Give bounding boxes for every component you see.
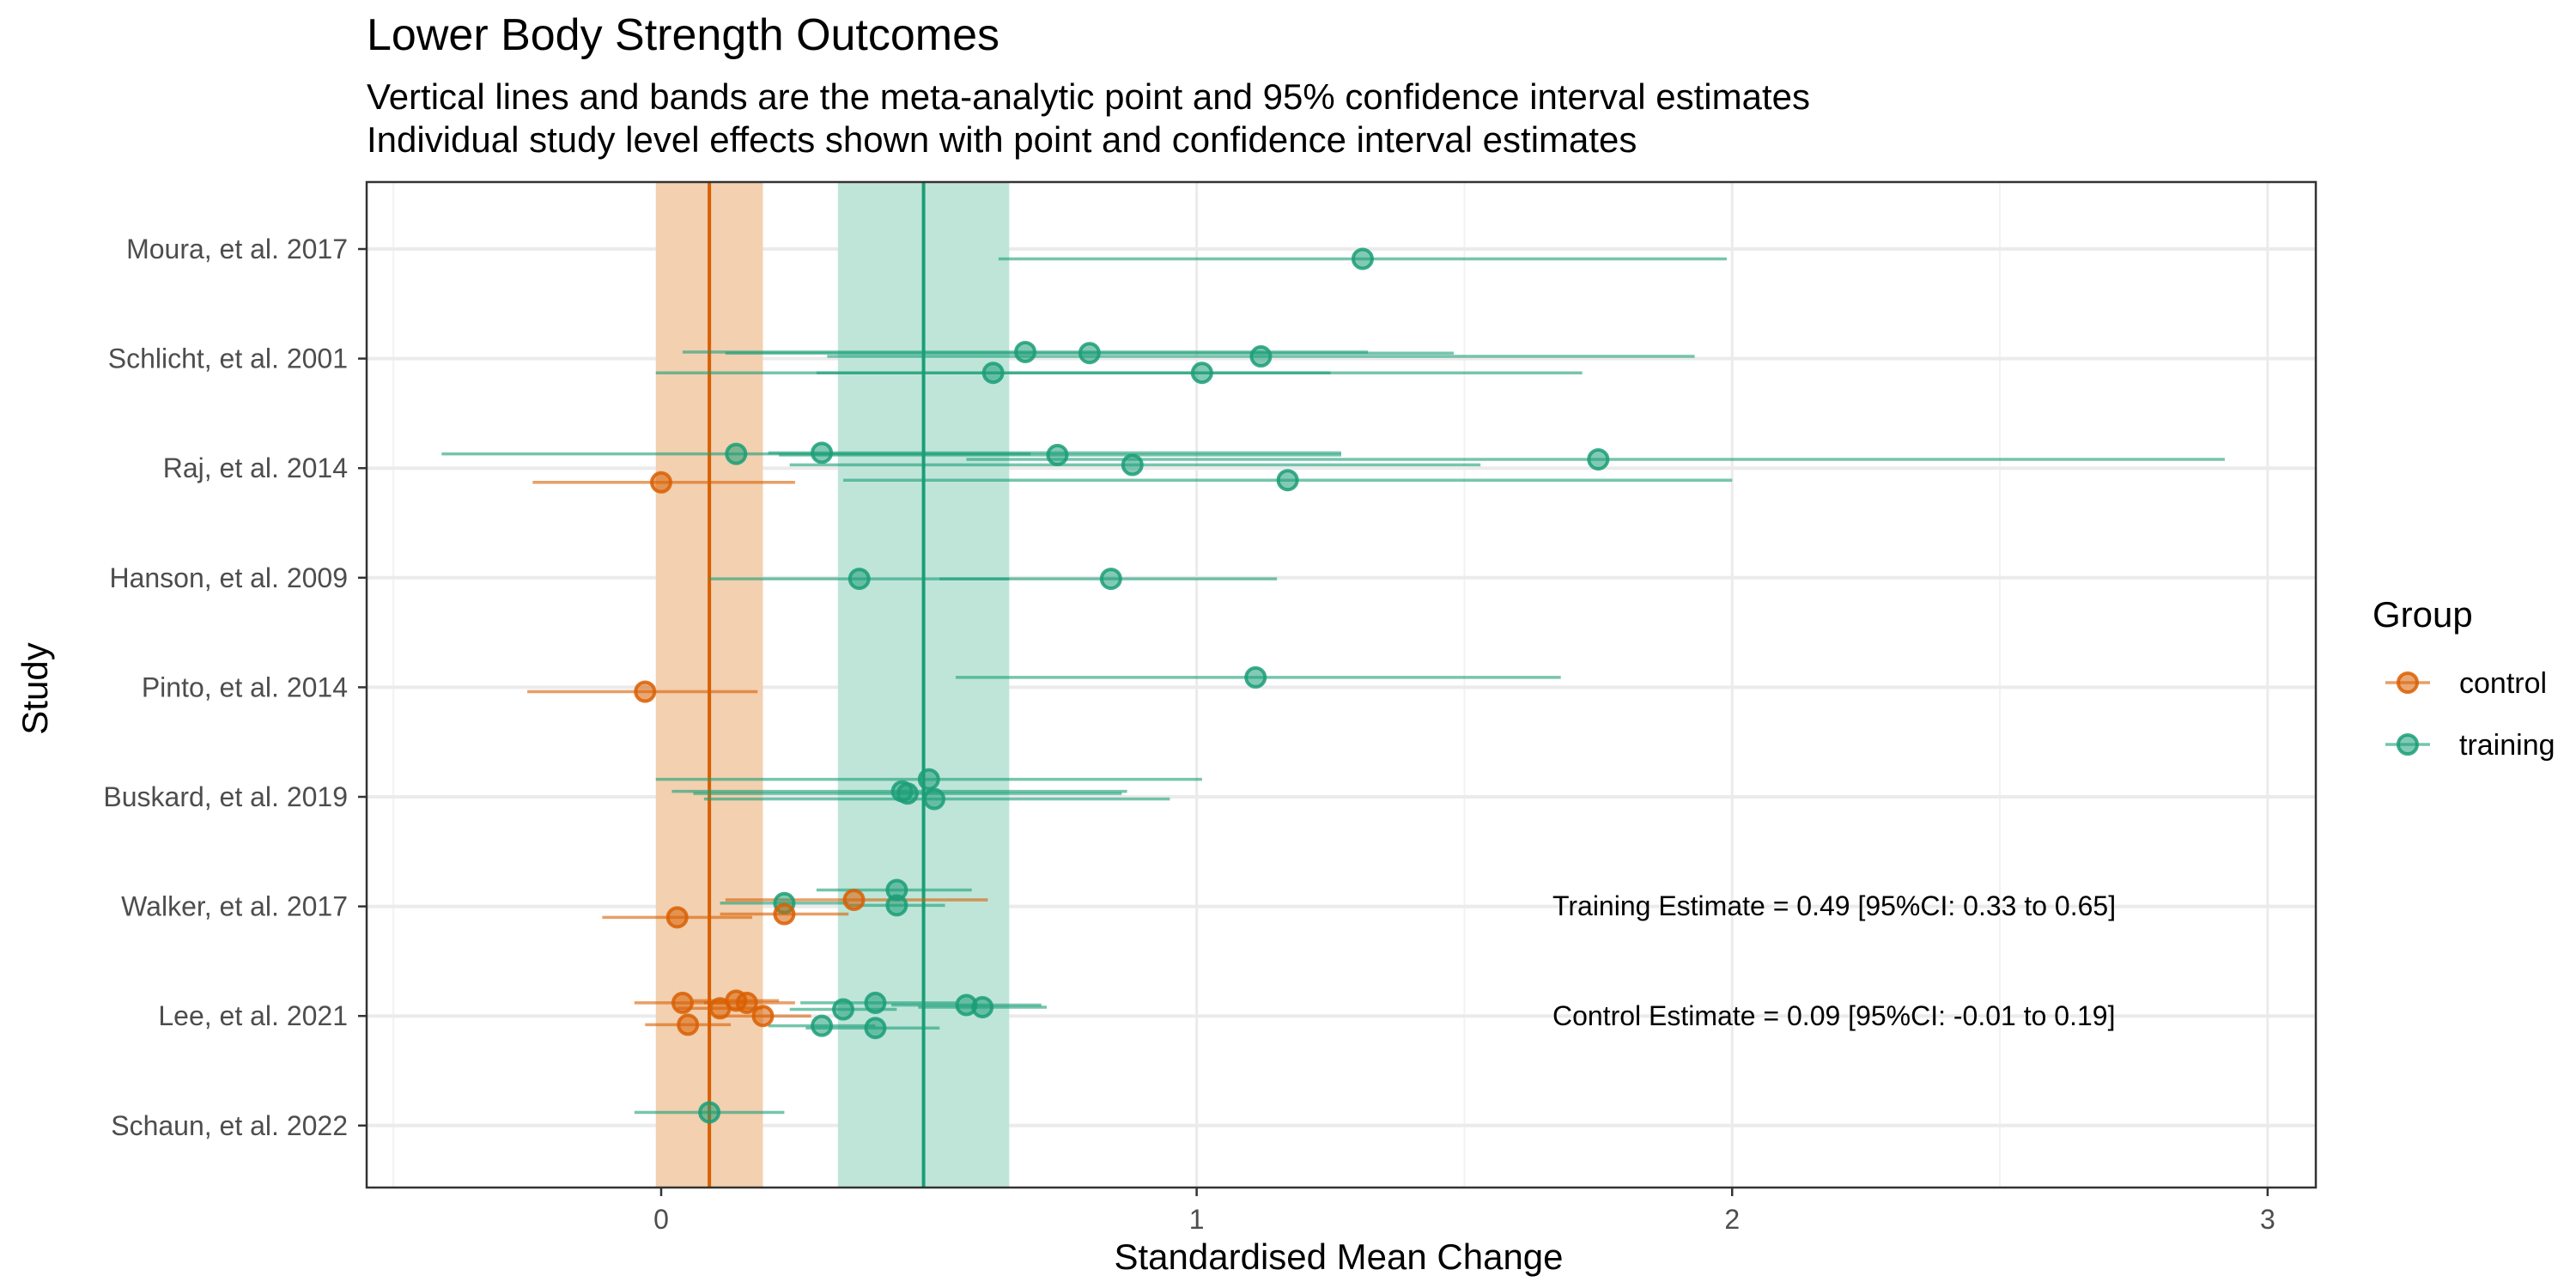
effect-point-control bbox=[708, 997, 732, 1020]
effect-point-control bbox=[634, 680, 657, 703]
legend-label-training: training bbox=[2459, 729, 2555, 762]
legend: Group control training bbox=[2372, 594, 2555, 762]
effect-point-training bbox=[811, 1014, 834, 1037]
chart-subtitle-line-2: Individual study level effects shown wit… bbox=[367, 119, 1637, 160]
y-tick-label: Buskard, et al. 2019 bbox=[103, 781, 348, 812]
effect-point-training bbox=[832, 998, 855, 1021]
effect-point-training bbox=[1046, 443, 1069, 466]
effect-point-training bbox=[1078, 342, 1101, 365]
y-tick-label: Hanson, et al. 2009 bbox=[109, 562, 348, 593]
effect-point-control bbox=[773, 902, 796, 926]
y-tick-label: Walker, et al. 2017 bbox=[121, 891, 348, 922]
effect-point-training bbox=[971, 995, 994, 1018]
annotation-training-estimate: Training Estimate = 0.49 [95%CI: 0.33 to… bbox=[1552, 890, 2116, 921]
plot-panel-border bbox=[365, 180, 2318, 1189]
effect-point-training bbox=[864, 991, 887, 1014]
effect-point-training bbox=[698, 1101, 721, 1124]
y-tick-label: Lee, et al. 2021 bbox=[158, 1000, 348, 1031]
effect-point-control bbox=[665, 906, 689, 929]
y-tick-label: Pinto, et al. 2014 bbox=[142, 671, 348, 702]
chart-title: Lower Body Strength Outcomes bbox=[367, 10, 999, 60]
effect-point-control bbox=[671, 991, 694, 1014]
y-axis-label: Study bbox=[15, 642, 55, 734]
effect-point-training bbox=[1099, 568, 1122, 591]
y-tick-label: Schlicht, et al. 2001 bbox=[108, 343, 348, 374]
x-tick-label: 0 bbox=[653, 1204, 669, 1235]
y-tick-label: Schaun, et al. 2022 bbox=[111, 1110, 348, 1141]
y-tick-label: Raj, et al. 2014 bbox=[163, 453, 348, 483]
effect-point-training bbox=[1190, 361, 1213, 385]
effect-point-training bbox=[1249, 345, 1273, 368]
effect-point-training bbox=[1121, 453, 1144, 477]
effect-point-training bbox=[923, 787, 946, 811]
effect-point-training bbox=[725, 442, 748, 465]
legend-key-point-training bbox=[2397, 733, 2419, 756]
effect-point-control bbox=[751, 1005, 775, 1028]
effect-point-training bbox=[1587, 447, 1610, 471]
x-axis-label: Standardised Mean Change bbox=[1114, 1236, 1563, 1277]
effect-point-training bbox=[1351, 247, 1374, 270]
effect-point-training bbox=[811, 441, 834, 465]
effect-point-training bbox=[1244, 665, 1267, 689]
effect-point-control bbox=[677, 1013, 700, 1036]
effect-point-training bbox=[917, 768, 940, 791]
x-tick-label: 2 bbox=[1724, 1204, 1740, 1235]
x-tick-label: 1 bbox=[1189, 1204, 1205, 1235]
effect-point-control bbox=[649, 471, 672, 494]
effect-point-training bbox=[896, 782, 919, 805]
effect-point-training bbox=[1276, 469, 1299, 492]
effect-point-training bbox=[981, 361, 1005, 385]
y-tick-label: Moura, et al. 2017 bbox=[126, 234, 348, 264]
legend-key-point-control bbox=[2397, 671, 2419, 694]
chart-subtitle-line-1: Vertical lines and bands are the meta-an… bbox=[367, 76, 1810, 117]
effect-point-training bbox=[885, 894, 908, 917]
effect-point-control bbox=[842, 888, 866, 911]
effect-point-control bbox=[735, 991, 758, 1014]
x-tick-label: 3 bbox=[2260, 1204, 2275, 1235]
legend-label-control: control bbox=[2459, 667, 2547, 700]
effect-point-training bbox=[1014, 340, 1037, 363]
legend-title: Group bbox=[2372, 594, 2473, 635]
effect-point-training bbox=[848, 568, 871, 591]
effect-point-training bbox=[864, 1017, 887, 1040]
annotation-control-estimate: Control Estimate = 0.09 [95%CI: -0.01 to… bbox=[1552, 1000, 2115, 1031]
